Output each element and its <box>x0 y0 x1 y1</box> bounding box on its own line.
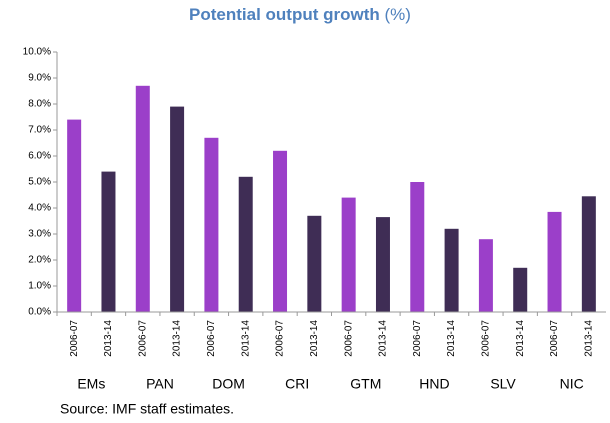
bar <box>238 176 253 312</box>
x-tick-label: 2006-07 <box>275 320 286 357</box>
group-label: EMs <box>77 376 105 392</box>
group-label: PAN <box>146 376 174 392</box>
bar <box>478 239 493 312</box>
y-tick-label: 0.0% <box>28 307 51 318</box>
bar <box>547 211 562 312</box>
x-tick-label: 2013-14 <box>515 320 526 357</box>
x-tick-label: 2013-14 <box>240 320 251 357</box>
chart-title: Potential output growth <box>189 5 380 24</box>
x-tick-label: 2006-07 <box>69 320 80 357</box>
group-label: GTM <box>350 376 381 392</box>
bar <box>513 267 528 312</box>
x-tick-label: 2013-14 <box>103 320 114 357</box>
bar <box>410 182 425 312</box>
group-label: CRI <box>285 376 309 392</box>
y-tick-label: 8.0% <box>28 99 51 110</box>
bar <box>135 85 150 312</box>
bar <box>307 215 322 312</box>
bar <box>444 228 459 312</box>
x-tick-label: 2006-07 <box>412 320 423 357</box>
y-tick-label: 1.0% <box>28 281 51 292</box>
bar <box>341 197 356 312</box>
bar <box>67 119 82 312</box>
bar <box>204 137 219 312</box>
bar <box>101 171 116 312</box>
chart-title-unit: (%) <box>385 5 411 24</box>
group-label: NIC <box>560 376 584 392</box>
group-label: HND <box>419 376 449 392</box>
bar <box>170 106 185 312</box>
bar <box>375 217 390 312</box>
x-tick-label: 2013-14 <box>309 320 320 357</box>
x-tick-label: 2013-14 <box>378 320 389 357</box>
y-tick-label: 5.0% <box>28 177 51 188</box>
group-label: DOM <box>212 376 245 392</box>
x-tick-label: 2006-07 <box>549 320 560 357</box>
x-tick-label: 2013-14 <box>172 320 183 357</box>
y-tick-label: 6.0% <box>28 151 51 162</box>
x-tick-label: 2006-07 <box>481 320 492 357</box>
source-note: Source: IMF staff estimates. <box>60 401 234 417</box>
y-tick-label: 9.0% <box>28 73 51 84</box>
y-tick-label: 10.0% <box>23 47 51 58</box>
bar <box>273 150 288 312</box>
y-tick-label: 7.0% <box>28 125 51 136</box>
x-tick-label: 2013-14 <box>446 320 457 357</box>
group-label: SLV <box>490 376 516 392</box>
x-tick-label: 2013-14 <box>583 320 594 357</box>
x-tick-label: 2006-07 <box>206 320 217 357</box>
chart-title-wrap: Potential output growth (%) <box>189 5 411 24</box>
x-tick-label: 2006-07 <box>137 320 148 357</box>
y-tick-label: 4.0% <box>28 203 51 214</box>
y-tick-label: 2.0% <box>28 255 51 266</box>
y-tick-label: 3.0% <box>28 229 51 240</box>
bar <box>581 196 596 312</box>
x-tick-label: 2006-07 <box>343 320 354 357</box>
